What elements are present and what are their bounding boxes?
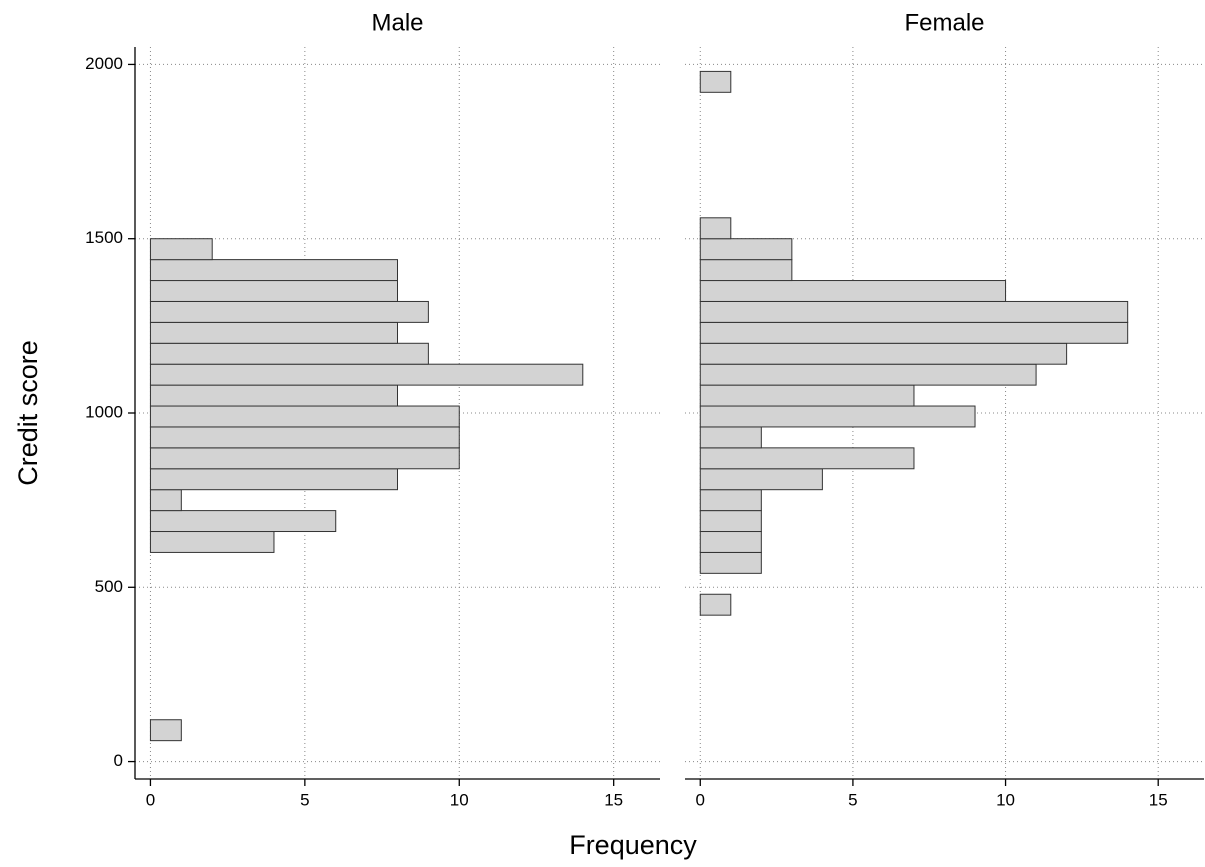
panel-title: Male — [371, 9, 423, 36]
bar — [149, 405, 460, 428]
y-tick-label: 2000 — [85, 54, 123, 73]
y-tick-label: 1000 — [85, 402, 123, 421]
bar — [699, 593, 732, 616]
bar — [149, 300, 429, 323]
bar — [699, 551, 762, 574]
bar — [149, 426, 460, 449]
bar — [699, 531, 762, 553]
x-axis-label: Frequency — [569, 830, 697, 860]
bar — [149, 531, 275, 553]
bar — [699, 426, 762, 449]
bar — [699, 300, 1129, 323]
bar — [699, 238, 793, 261]
bar — [149, 363, 584, 386]
bar — [149, 489, 182, 512]
bar — [149, 342, 429, 365]
x-tick-label: 5 — [300, 790, 309, 809]
bar — [699, 384, 915, 407]
bar — [149, 719, 182, 742]
x-tick-label: 15 — [1149, 790, 1168, 809]
bar — [149, 238, 213, 261]
bar — [699, 489, 762, 512]
bar — [699, 259, 793, 282]
y-tick-label: 500 — [95, 577, 123, 596]
bar — [699, 510, 762, 533]
bar — [699, 70, 732, 93]
x-tick-label: 5 — [848, 790, 857, 809]
bar — [699, 468, 823, 491]
bar — [699, 405, 976, 428]
bar — [699, 447, 915, 470]
y-tick-label: 0 — [114, 751, 123, 770]
bar — [149, 259, 398, 282]
bar — [699, 280, 1007, 302]
bar — [149, 384, 398, 407]
bar — [149, 510, 337, 533]
x-tick-label: 0 — [146, 790, 155, 809]
panel-title: Female — [904, 9, 984, 36]
x-tick-label: 0 — [696, 790, 705, 809]
bar — [149, 468, 398, 491]
bar — [149, 321, 398, 344]
x-tick-label: 15 — [604, 790, 623, 809]
x-tick-label: 10 — [450, 790, 469, 809]
y-tick-label: 1500 — [85, 228, 123, 247]
x-tick-label: 10 — [996, 790, 1015, 809]
bar — [149, 447, 460, 470]
y-axis-label: Credit score — [13, 340, 43, 486]
bar — [699, 342, 1068, 365]
bar — [149, 280, 398, 302]
bar — [699, 217, 732, 240]
bar — [699, 363, 1037, 386]
bar — [699, 321, 1129, 344]
